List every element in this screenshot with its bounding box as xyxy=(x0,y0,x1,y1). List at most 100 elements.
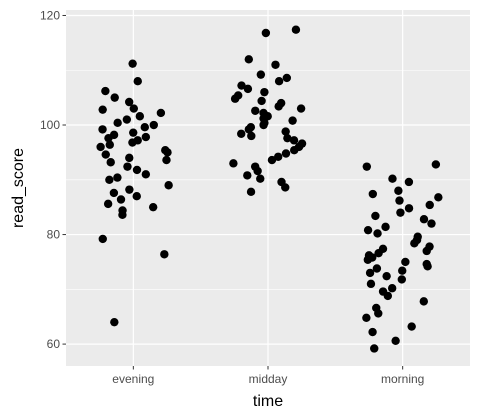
data-point xyxy=(366,279,376,289)
data-point xyxy=(123,162,132,171)
data-point xyxy=(256,70,266,79)
data-point xyxy=(296,104,306,113)
data-point xyxy=(259,120,268,130)
data-point xyxy=(105,140,114,149)
data-point xyxy=(244,125,254,134)
x-tick-label: morning xyxy=(381,372,424,386)
data-point xyxy=(101,86,110,96)
data-point xyxy=(391,336,400,346)
y-tick-label: 80 xyxy=(47,228,61,242)
data-point xyxy=(382,271,391,281)
x-axis-title: time xyxy=(253,393,283,410)
data-point xyxy=(410,239,419,248)
data-point xyxy=(368,189,378,199)
x-tick-label: midday xyxy=(249,372,288,386)
data-point xyxy=(401,257,410,267)
data-point xyxy=(96,142,105,152)
data-point xyxy=(140,123,149,132)
data-point xyxy=(101,150,110,159)
data-point xyxy=(387,284,397,293)
data-point xyxy=(106,158,115,167)
data-point xyxy=(381,222,390,232)
data-point xyxy=(291,25,301,34)
data-point xyxy=(281,127,290,136)
data-point xyxy=(163,148,172,157)
data-point xyxy=(363,225,373,235)
data-point xyxy=(383,291,393,301)
data-point xyxy=(271,60,280,69)
data-point xyxy=(290,146,299,155)
data-point xyxy=(103,199,113,209)
data-point xyxy=(253,166,262,176)
data-point xyxy=(230,94,240,103)
data-point xyxy=(404,204,414,213)
data-point xyxy=(122,115,132,124)
data-point xyxy=(362,162,372,171)
data-point xyxy=(149,120,158,130)
data-point xyxy=(110,93,119,102)
data-point xyxy=(289,136,299,145)
data-point xyxy=(109,188,119,198)
data-point xyxy=(419,297,428,306)
data-point xyxy=(404,177,414,187)
data-point xyxy=(419,215,429,224)
data-point xyxy=(434,193,443,202)
data-point xyxy=(282,73,292,83)
data-point xyxy=(125,153,134,163)
data-point xyxy=(244,55,254,64)
data-point xyxy=(425,200,434,210)
data-point xyxy=(98,234,107,244)
data-point xyxy=(274,77,284,86)
data-point xyxy=(370,344,379,353)
y-tick-label: 120 xyxy=(40,8,60,22)
data-point xyxy=(135,112,145,121)
data-point xyxy=(281,149,291,158)
y-axis: 60 80 100 120 xyxy=(40,8,66,351)
data-point xyxy=(164,181,173,190)
data-point xyxy=(162,155,171,165)
data-points xyxy=(96,25,443,353)
data-point xyxy=(148,202,158,212)
data-point xyxy=(113,118,122,128)
data-point xyxy=(288,116,297,125)
data-point xyxy=(113,173,122,182)
data-point xyxy=(243,171,252,180)
data-point xyxy=(274,152,283,161)
data-point xyxy=(374,248,383,258)
data-point xyxy=(129,104,138,113)
data-point xyxy=(118,210,127,220)
data-point xyxy=(98,125,107,134)
data-point xyxy=(110,317,119,327)
data-point xyxy=(274,102,283,111)
data-point xyxy=(427,219,436,228)
data-point xyxy=(365,268,375,278)
data-point xyxy=(397,275,407,284)
data-point xyxy=(243,84,253,94)
data-point xyxy=(128,138,137,147)
data-point xyxy=(105,175,114,184)
data-point xyxy=(125,185,134,194)
data-point xyxy=(160,250,169,259)
data-point xyxy=(125,97,134,107)
data-point xyxy=(283,133,292,143)
data-point xyxy=(362,313,371,323)
data-point xyxy=(132,165,142,175)
data-point xyxy=(133,77,142,86)
y-tick-label: 60 xyxy=(47,337,61,351)
data-point xyxy=(394,186,403,195)
data-point xyxy=(257,96,266,106)
data-point xyxy=(407,322,416,331)
data-point xyxy=(141,170,151,179)
data-point xyxy=(98,105,107,114)
x-tick-label: evening xyxy=(112,372,154,386)
data-point xyxy=(372,264,382,273)
data-point xyxy=(229,159,238,168)
data-point xyxy=(237,81,246,90)
data-point xyxy=(368,327,377,337)
data-point xyxy=(373,229,382,238)
data-point xyxy=(246,187,256,197)
data-point xyxy=(156,108,166,118)
data-point xyxy=(247,131,256,141)
data-point xyxy=(132,192,141,201)
y-axis-title: read_score xyxy=(10,148,27,228)
